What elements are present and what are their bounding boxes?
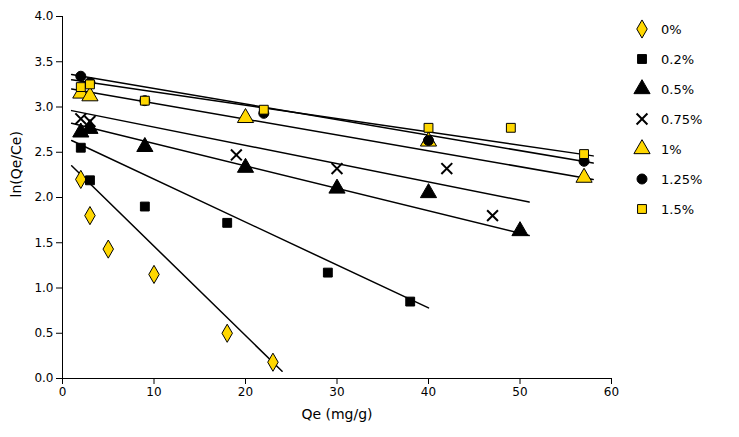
svg-text:20: 20 — [238, 385, 253, 399]
svg-text:2.0: 2.0 — [34, 190, 53, 204]
svg-text:2.5: 2.5 — [34, 145, 53, 159]
svg-text:ln(Qe/Ce): ln(Qe/Ce) — [8, 131, 24, 197]
svg-text:50: 50 — [512, 385, 527, 399]
html-text:0.75%: 0.75% — [661, 111, 703, 127]
svg-text:60: 60 — [604, 385, 619, 399]
html-text:1.5%: 1.5% — [661, 201, 694, 217]
html-text:0.5%: 0.5% — [661, 81, 694, 97]
svg-text:1.0: 1.0 — [34, 281, 53, 295]
svg-text:3.0: 3.0 — [34, 100, 53, 114]
svg-text:0.5: 0.5 — [34, 326, 53, 340]
svg-text:3.5: 3.5 — [34, 55, 53, 69]
html-text:0%: 0% — [661, 21, 682, 37]
svg-text:40: 40 — [421, 385, 436, 399]
svg-text:4.0: 4.0 — [34, 9, 53, 23]
html-text:0.2%: 0.2% — [661, 51, 694, 67]
svg-text:10: 10 — [146, 385, 161, 399]
svg-text:30: 30 — [329, 385, 344, 399]
svg-text:0.0: 0.0 — [34, 371, 53, 385]
html-text:1%: 1% — [661, 141, 682, 157]
svg-text:1.5: 1.5 — [34, 236, 53, 250]
svg-text:0: 0 — [59, 385, 67, 399]
html-text:1.25%: 1.25% — [661, 171, 703, 187]
svg-text:Qe (mg/g): Qe (mg/g) — [301, 406, 372, 422]
